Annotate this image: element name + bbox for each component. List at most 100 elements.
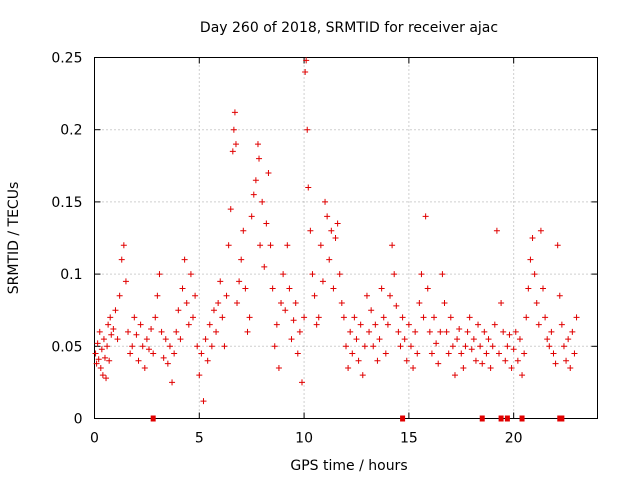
data-point [141, 364, 148, 371]
data-point [127, 350, 134, 357]
data-point [234, 299, 241, 306]
data-point [265, 170, 272, 177]
data-point [177, 336, 184, 343]
data-point [506, 331, 513, 338]
data-point [548, 328, 555, 335]
data-point [183, 299, 190, 306]
data-point [259, 198, 266, 205]
data-point [374, 357, 381, 364]
data-point [269, 285, 276, 292]
data-point [263, 220, 270, 227]
data-point [345, 364, 352, 371]
data-point [298, 379, 305, 386]
data-point [571, 350, 578, 357]
gap-marker [519, 415, 525, 422]
chart-title: Day 260 of 2018, SRMTID for receiver aja… [200, 20, 498, 36]
data-point [200, 398, 207, 405]
data-point [462, 343, 469, 350]
data-point [105, 321, 112, 328]
data-point [477, 343, 484, 350]
data-point [431, 314, 438, 321]
x-tick-label: 15 [400, 431, 418, 447]
data-point [179, 285, 186, 292]
data-point [110, 325, 117, 332]
gap-marker [498, 415, 504, 422]
data-point [154, 292, 161, 299]
plot-frame [94, 57, 598, 419]
data-point [558, 321, 565, 328]
data-point [97, 364, 104, 371]
data-point [470, 336, 477, 343]
data-point [104, 343, 111, 350]
data-point [240, 227, 247, 234]
data-point [290, 317, 297, 324]
data-point [122, 278, 129, 285]
data-point [527, 256, 534, 263]
data-point [192, 292, 199, 299]
data-point [204, 357, 211, 364]
data-point [449, 343, 456, 350]
data-point [521, 350, 528, 357]
data-point [387, 292, 394, 299]
data-point [445, 350, 452, 357]
y-tick-label: 0.2 [60, 123, 82, 139]
data-point [271, 343, 278, 350]
data-point [169, 379, 176, 386]
data-point [565, 336, 572, 343]
data-point [103, 375, 110, 382]
data-point [94, 340, 101, 347]
data-point [508, 364, 515, 371]
data-point [357, 321, 364, 328]
data-point [401, 336, 408, 343]
data-point [426, 328, 433, 335]
data-point [343, 343, 349, 350]
data-point [267, 242, 274, 249]
data-point [500, 328, 507, 335]
data-point [502, 357, 509, 364]
data-point [254, 141, 261, 148]
grid-lines [94, 57, 598, 419]
data-point [246, 314, 253, 321]
data-point [472, 357, 479, 364]
data-point [523, 314, 530, 321]
data-point [573, 314, 580, 321]
data-point [540, 285, 547, 292]
data-point [256, 155, 263, 162]
data-points [92, 57, 580, 405]
data-point [443, 328, 450, 335]
data-point [535, 321, 542, 328]
data-point [405, 321, 412, 328]
data-point [225, 242, 232, 249]
data-point [143, 336, 150, 343]
data-point [336, 271, 343, 278]
data-point [129, 343, 136, 350]
data-point [516, 336, 523, 343]
data-point [244, 328, 251, 335]
data-point [236, 278, 243, 285]
y-tick-label: 0.05 [51, 339, 82, 355]
data-point [410, 364, 417, 371]
gap-marker [400, 415, 406, 422]
data-point [156, 271, 163, 278]
data-point [278, 299, 285, 306]
data-point [196, 372, 203, 379]
data-point [96, 328, 103, 335]
data-point [217, 278, 224, 285]
data-point [187, 271, 194, 278]
data-point [116, 292, 123, 299]
gap-markers [150, 415, 565, 422]
data-point [519, 372, 526, 379]
data-point [498, 299, 505, 306]
data-point [131, 314, 138, 321]
data-point [206, 321, 213, 328]
data-point [420, 314, 427, 321]
data-point [454, 336, 461, 343]
data-point [181, 256, 188, 263]
data-point [166, 343, 173, 350]
x-tick-label: 10 [295, 431, 313, 447]
data-point [164, 360, 171, 367]
data-point [219, 314, 226, 321]
data-point [257, 242, 264, 249]
data-point [510, 346, 517, 353]
data-point [349, 350, 356, 357]
